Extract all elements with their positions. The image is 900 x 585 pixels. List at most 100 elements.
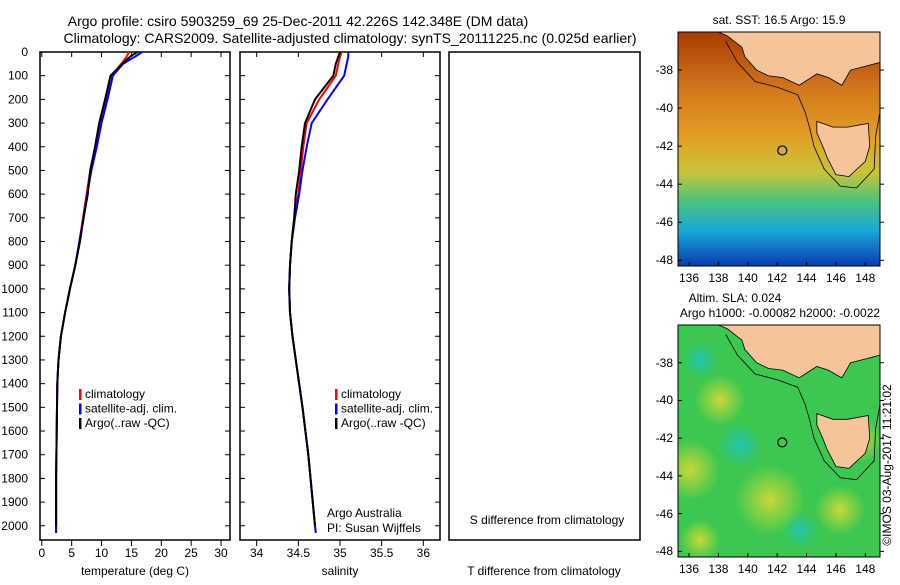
land-tasmania xyxy=(816,120,871,178)
y-tick-label: 100 xyxy=(8,69,28,83)
y-tick-label: 0 xyxy=(21,45,28,59)
x-tick-label: 34 xyxy=(250,546,264,560)
sla-lat-tick-label: -48 xyxy=(656,544,674,558)
x-tick-label: 34.5 xyxy=(287,546,311,560)
sst-map-title: sat. SST: 16.5 Argo: 15.9 xyxy=(713,13,846,27)
y-tick-label: 200 xyxy=(8,92,28,106)
y-tick-label: 1000 xyxy=(1,282,28,296)
sla-anomaly-low xyxy=(682,342,718,378)
legend-swatch-argo xyxy=(79,418,82,429)
profile-plots: 0100200300400500600700800900100011001200… xyxy=(1,45,641,578)
lon-tick-label: 138 xyxy=(708,562,728,576)
lon-tick-label: 146 xyxy=(826,562,846,576)
series-line-argo-raw-qc- xyxy=(55,51,138,526)
sst-lat-tick-label: -42 xyxy=(656,139,674,153)
sst-map: 136 138 140 142 144 146 148 xyxy=(677,31,884,285)
credit-pi: PI: Susan Wijffels xyxy=(327,521,421,535)
lon-tick-label: 146 xyxy=(826,271,846,285)
panel-difference xyxy=(448,51,641,541)
legend-label-climatology: climatology xyxy=(341,387,401,401)
x-axis-label: temperature (deg C) xyxy=(81,564,189,578)
sla-map-field xyxy=(678,325,880,557)
x-tick-label: 36 xyxy=(417,546,431,560)
series-line-climatology xyxy=(288,51,343,534)
x-tick-label: 5 xyxy=(68,546,75,560)
argo-float-marker xyxy=(777,145,788,156)
sla-lat-tick-label: -44 xyxy=(656,469,674,483)
credit-argo-australia: Argo Australia xyxy=(327,506,402,520)
plot-frame xyxy=(39,51,231,541)
sla-anomaly-low xyxy=(718,423,762,467)
lon-tick-label: 140 xyxy=(738,562,758,576)
y-tick-label: 1200 xyxy=(1,329,28,343)
y-tick-label: 1300 xyxy=(1,353,28,367)
sst-lat-tick-label: -38 xyxy=(656,63,674,77)
sla-anomaly-high xyxy=(695,375,745,425)
legend-label-satellite: satellite-adj. clim. xyxy=(85,402,177,416)
panel-salinity: 34 34.5 35 35.5 36 salinity climatologysatelli… xyxy=(239,51,441,578)
sla-anomaly-high xyxy=(815,485,865,535)
lon-tick-label: 142 xyxy=(767,271,787,285)
legend-swatch-climatology xyxy=(79,389,82,400)
x2-axis-label-s-difference: S difference from climatology xyxy=(470,513,625,527)
sla-lat-tick-label: -42 xyxy=(656,431,674,445)
y-tick-label: 800 xyxy=(8,235,28,249)
land-mainland xyxy=(678,325,880,379)
lon-tick-label: 144 xyxy=(797,271,817,285)
sst-lat-tick-label: -40 xyxy=(656,101,674,115)
land-tasmania xyxy=(816,413,871,469)
legend-label-argo: Argo(..raw -QC) xyxy=(85,416,170,430)
static-labels: T difference from climatology S differen… xyxy=(327,13,894,578)
x-tick-label: 15 xyxy=(125,546,139,560)
series-line-climatology xyxy=(55,51,130,533)
y-tick-label: 1900 xyxy=(1,495,28,509)
y-tick-label: 700 xyxy=(8,211,28,225)
y-tick-label: 600 xyxy=(8,187,28,201)
sla-argo-heights: Argo h1000: -0.00082 h2000: -0.0022 xyxy=(680,306,880,320)
y-tick-label: 300 xyxy=(8,116,28,130)
sst-lat-tick-label: -48 xyxy=(656,253,674,267)
map-frame xyxy=(677,324,881,558)
plot-frame xyxy=(448,51,641,541)
lon-tick-label: 136 xyxy=(679,562,699,576)
sla-anomaly-high xyxy=(678,440,720,500)
lon-tick-label: 136 xyxy=(679,271,699,285)
panel-temperature: 0100200300400500600700800900100011001200… xyxy=(1,45,231,578)
y-tick-label: 1100 xyxy=(2,306,28,320)
sst-lat-tick-label: -46 xyxy=(656,215,674,229)
y-tick-label: 500 xyxy=(8,163,28,177)
sla-map-title: Altim. SLA: 0.024 xyxy=(689,291,782,305)
legend-swatch-satellite xyxy=(79,403,82,415)
x-tick-label: 30 xyxy=(214,546,228,560)
shelf-contour xyxy=(725,334,880,481)
legend-swatch-climatology xyxy=(335,389,338,400)
sla-map: 136 138 140 142 144 146 148 xyxy=(677,324,884,576)
lon-tick-label: 144 xyxy=(797,562,817,576)
plot-frame xyxy=(239,51,441,541)
legend-swatch-argo xyxy=(335,418,338,429)
sla-anomaly-low xyxy=(782,512,818,548)
lon-tick-label: 138 xyxy=(708,271,728,285)
x-tick-label: 0 xyxy=(38,546,45,560)
y-tick-label: 1800 xyxy=(1,471,28,485)
x-tick-label: 25 xyxy=(184,546,198,560)
x-tick-label: 35 xyxy=(333,546,347,560)
legend-label-climatology: climatology xyxy=(85,387,145,401)
y-tick-label: 900 xyxy=(8,258,28,272)
y-tick-label: 1500 xyxy=(1,400,28,414)
sst-lat-tick-label: -44 xyxy=(656,177,674,191)
lon-tick-label: 148 xyxy=(855,562,875,576)
y-tick-label: 2000 xyxy=(1,519,28,533)
legend-label-argo: Argo(..raw -QC) xyxy=(341,416,426,430)
x-tick-label: 35.5 xyxy=(370,546,394,560)
sla-lat-tick-label: -40 xyxy=(656,393,674,407)
shelf-contour xyxy=(725,41,880,189)
map-frame xyxy=(677,31,881,267)
sla-lat-tick-label: -38 xyxy=(656,356,674,370)
lon-tick-label: 148 xyxy=(855,271,875,285)
x-tick-label: 20 xyxy=(155,546,169,560)
x-tick-label: 10 xyxy=(95,546,109,560)
y-tick-label: 400 xyxy=(8,140,28,154)
